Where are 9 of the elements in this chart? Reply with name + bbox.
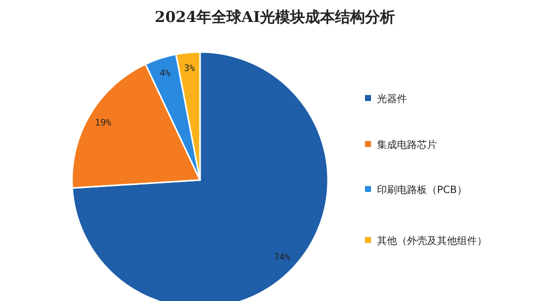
legend-label: 集成电路芯片 <box>377 139 437 151</box>
legend-label: 光器件 <box>377 93 407 105</box>
legend-label: 印刷电路板（PCB） <box>377 184 467 196</box>
data-label: 19% <box>94 118 112 129</box>
legend-label: 其他（外壳及其他组件） <box>377 235 487 247</box>
chart-title: 2024年全球AI光模块成本结构分析 <box>154 8 396 26</box>
data-label: 74% <box>274 253 291 264</box>
data-label: 3% <box>184 64 196 74</box>
data-label: 4% <box>160 68 172 79</box>
